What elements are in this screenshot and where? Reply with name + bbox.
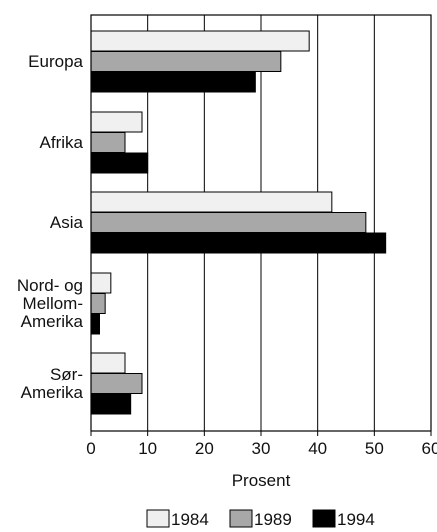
legend-swatch-1989 — [229, 509, 253, 528]
legend: 1984 1989 1994 — [146, 509, 375, 529]
category-label: Nord- og — [17, 276, 83, 295]
legend-swatch-1984 — [146, 509, 170, 528]
legend-swatch-1994 — [312, 509, 336, 528]
bar-1984-0 — [90, 30, 310, 52]
legend-label-1989: 1989 — [254, 510, 292, 529]
bar-1994-1 — [90, 152, 149, 174]
bar-1994-0 — [90, 71, 256, 93]
bar-1994-4 — [90, 393, 132, 415]
x-axis-label: Prosent — [232, 471, 291, 490]
bar-1984-2 — [90, 191, 333, 213]
bar-1989-1 — [90, 132, 126, 153]
x-tick-label: 0 — [86, 439, 95, 458]
bar-1989-3 — [90, 293, 106, 314]
x-tick-label: 10 — [138, 439, 157, 458]
x-tick-labels: 0 10 20 30 40 50 60 — [86, 431, 437, 458]
bar-1984-1 — [90, 111, 143, 133]
bar-1984-3 — [90, 272, 112, 294]
legend-label-1994: 1994 — [337, 510, 375, 529]
bar-1989-4 — [90, 373, 143, 394]
category-label: Afrika — [40, 133, 84, 152]
category-label: Amerika — [21, 383, 84, 402]
bar-1994-3 — [90, 313, 100, 335]
bar-1989-2 — [90, 212, 367, 233]
category-label: Europa — [28, 52, 83, 71]
category-label: Sør- — [50, 365, 83, 384]
x-tick-label: 50 — [365, 439, 384, 458]
x-tick-label: 60 — [422, 439, 437, 458]
bar-1994-2 — [90, 232, 387, 254]
bars — [90, 30, 387, 415]
category-label: Asia — [50, 213, 84, 232]
category-label: Amerika — [21, 312, 84, 331]
category-label: Mellom- — [23, 294, 83, 313]
x-tick-label: 20 — [195, 439, 214, 458]
legend-label-1984: 1984 — [171, 510, 209, 529]
x-tick-label: 40 — [308, 439, 327, 458]
x-tick-label: 30 — [252, 439, 271, 458]
bar-1984-4 — [90, 352, 126, 374]
bar-1989-0 — [90, 51, 282, 72]
